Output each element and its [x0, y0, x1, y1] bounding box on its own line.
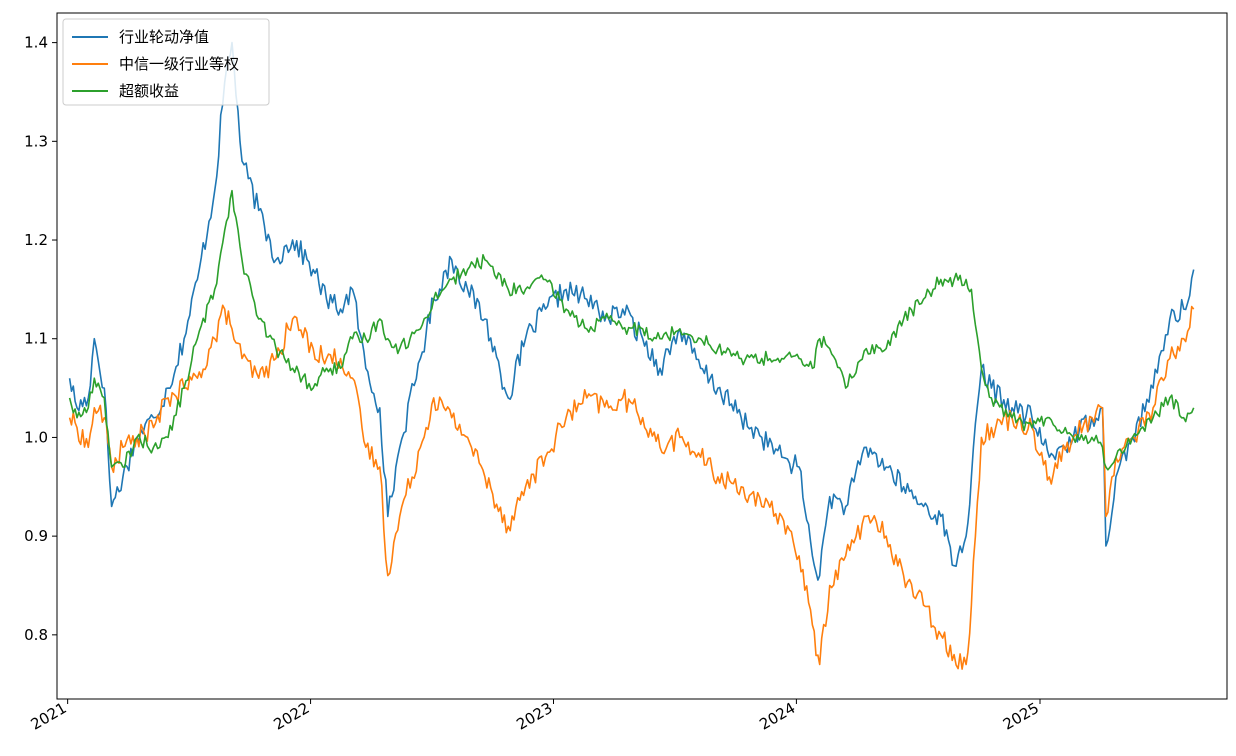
legend-label: 中信一级行业等权	[119, 55, 239, 73]
legend-box	[62, 18, 270, 106]
y-tick-label: 1.2	[24, 231, 48, 249]
y-tick-label: 1.3	[24, 132, 48, 150]
y-tick-label: 0.8	[24, 626, 48, 644]
x-tick-label: 2023	[513, 699, 555, 734]
x-axis: 2021 2022 2023 2024 2025	[28, 699, 1042, 734]
series-line-1	[68, 41, 1195, 581]
legend-label: 行业轮动净值	[119, 28, 209, 46]
y-tick-label: 1.4	[24, 34, 48, 52]
x-tick-label: 2025	[1000, 699, 1042, 734]
y-tick-label: 1.1	[24, 330, 48, 348]
y-axis: 0.8 0.9 1.0 1.1 1.2 1.3 1.4	[24, 34, 57, 644]
plot-frame	[56, 12, 1228, 700]
series-layer	[68, 41, 1195, 670]
legend-label: 超额收益	[119, 82, 179, 100]
x-tick-label: 2024	[756, 699, 798, 734]
series-line-2	[68, 304, 1195, 670]
y-tick-label: 1.0	[24, 428, 48, 446]
x-tick-label: 2022	[270, 699, 312, 734]
x-tick-label: 2021	[28, 699, 70, 734]
series-line-3	[68, 189, 1195, 471]
y-tick-label: 0.9	[24, 527, 48, 545]
